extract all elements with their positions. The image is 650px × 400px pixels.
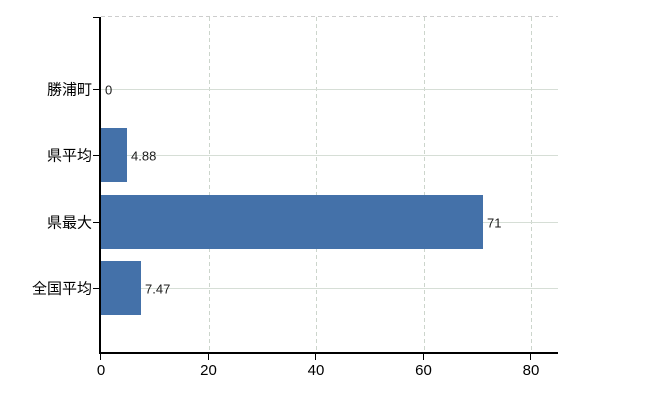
x-axis-tick-80	[530, 354, 531, 360]
bar-2	[101, 195, 483, 249]
x-tick-label-0: 0	[96, 362, 106, 379]
x-tick-label-80: 80	[522, 362, 540, 379]
bar-value-label-0: 0	[105, 82, 113, 98]
y-axis-tick-2	[93, 222, 100, 223]
x-axis-line	[99, 352, 558, 354]
x-axis-tick-0	[100, 354, 101, 360]
y-axis-tick-0	[93, 89, 100, 90]
y-axis-tick-3	[93, 288, 100, 289]
gridline-vertical-40	[316, 17, 317, 352]
gridline-horizontal-3	[101, 288, 558, 289]
y-axis-top-tick	[93, 17, 100, 18]
bar-1	[101, 128, 127, 182]
category-label-1: 県平均	[46, 147, 92, 165]
category-label-3: 全国平均	[31, 280, 92, 298]
bar-value-label-3: 7.47	[145, 281, 171, 297]
gridline-horizontal-0	[101, 89, 558, 90]
gridline-vertical-80	[531, 17, 532, 352]
x-tick-label-60: 60	[415, 362, 432, 379]
gridline-vertical-20	[208, 17, 210, 352]
plot-top-border	[101, 16, 558, 17]
x-axis-tick-20	[207, 354, 209, 360]
category-label-2: 県最大	[46, 214, 92, 232]
y-axis-tick-1	[93, 155, 100, 156]
gridline-vertical-60	[423, 17, 425, 352]
bar-value-label-1: 4.88	[131, 148, 157, 164]
gridline-horizontal-1	[101, 155, 558, 156]
x-tick-label-20: 20	[200, 362, 217, 379]
bar-value-label-2: 71	[487, 215, 502, 231]
bar-3	[101, 261, 141, 315]
x-tick-label-40: 40	[307, 362, 325, 379]
x-axis-tick-60	[422, 354, 424, 360]
y-axis-line	[99, 17, 101, 354]
x-axis-tick-40	[315, 354, 316, 360]
category-label-0: 勝浦町	[46, 81, 92, 99]
